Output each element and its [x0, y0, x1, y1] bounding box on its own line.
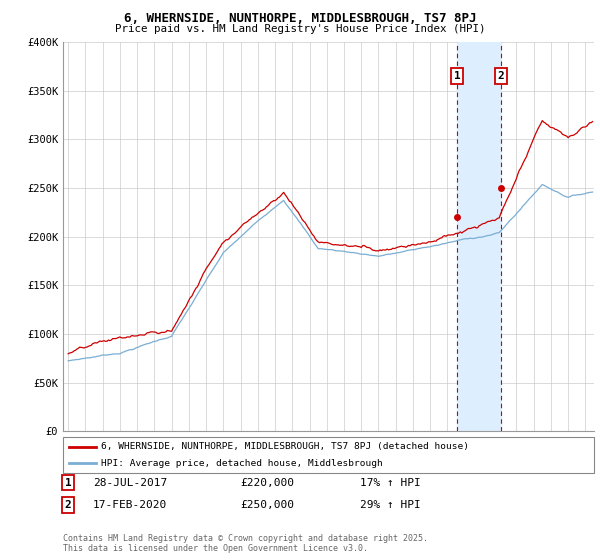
Bar — [457, 42, 501, 431]
Text: 29% ↑ HPI: 29% ↑ HPI — [360, 500, 421, 510]
Text: 6, WHERNSIDE, NUNTHORPE, MIDDLESBROUGH, TS7 8PJ (detached house): 6, WHERNSIDE, NUNTHORPE, MIDDLESBROUGH, … — [101, 442, 469, 451]
Text: 1: 1 — [454, 71, 461, 81]
Text: Contains HM Land Registry data © Crown copyright and database right 2025.
This d: Contains HM Land Registry data © Crown c… — [63, 534, 428, 553]
Text: 2: 2 — [498, 71, 505, 81]
Text: 17% ↑ HPI: 17% ↑ HPI — [360, 478, 421, 488]
Text: £220,000: £220,000 — [240, 478, 294, 488]
Text: HPI: Average price, detached house, Middlesbrough: HPI: Average price, detached house, Midd… — [101, 459, 383, 468]
Text: Price paid vs. HM Land Registry's House Price Index (HPI): Price paid vs. HM Land Registry's House … — [115, 24, 485, 34]
Text: 6, WHERNSIDE, NUNTHORPE, MIDDLESBROUGH, TS7 8PJ: 6, WHERNSIDE, NUNTHORPE, MIDDLESBROUGH, … — [124, 12, 476, 25]
Text: £250,000: £250,000 — [240, 500, 294, 510]
Text: 1: 1 — [65, 478, 71, 488]
Text: 28-JUL-2017: 28-JUL-2017 — [93, 478, 167, 488]
Text: 2: 2 — [65, 500, 71, 510]
Text: 17-FEB-2020: 17-FEB-2020 — [93, 500, 167, 510]
